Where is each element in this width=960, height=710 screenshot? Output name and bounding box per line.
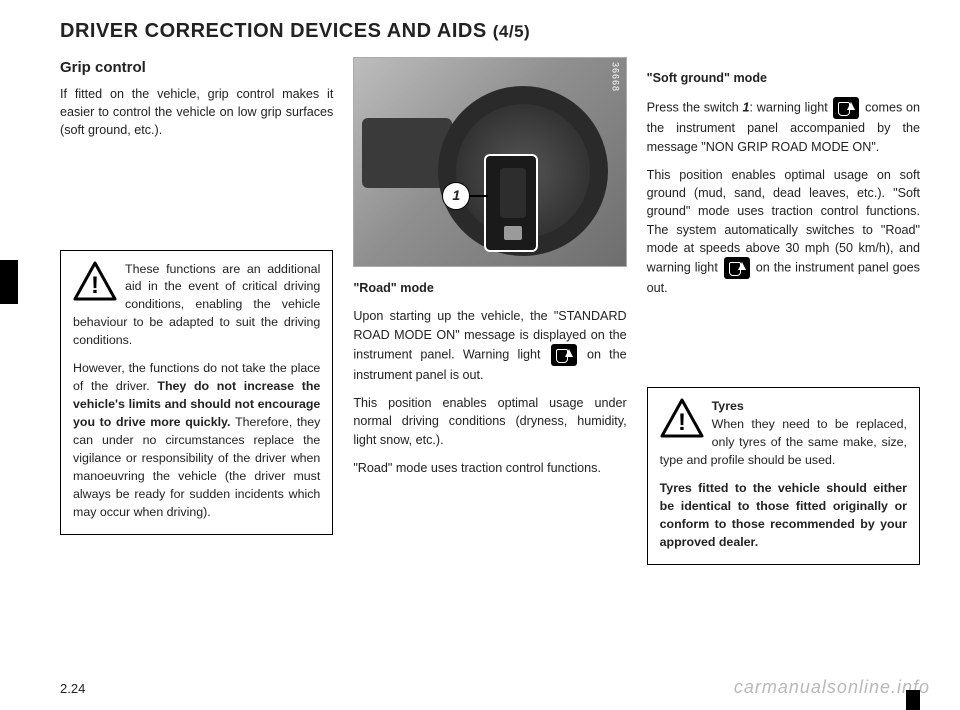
grip-warning-light-icon bbox=[833, 97, 859, 119]
road-mode-p3: "Road" mode uses traction control functi… bbox=[353, 459, 626, 477]
section-tab bbox=[0, 260, 18, 304]
soft-p1b: : warning light bbox=[750, 101, 832, 115]
road-mode-p1: Upon starting up the vehicle, the "STAND… bbox=[353, 307, 626, 384]
grip-warning-light-icon bbox=[724, 257, 750, 279]
page-number: 2.24 bbox=[60, 681, 85, 696]
col-middle: 36668 1 "Road" mode Upon starting up the… bbox=[353, 57, 626, 565]
manual-page: DRIVER CORRECTION DEVICES AND AIDS (4/5)… bbox=[0, 0, 960, 710]
col-right: "Soft ground" mode Press the switch 1: w… bbox=[647, 57, 920, 565]
grip-control-heading: Grip control bbox=[60, 57, 333, 79]
warning-box-tyres: ! Tyres When they need to be replaced, o… bbox=[647, 387, 920, 565]
tyres-heading: Tyres bbox=[712, 399, 744, 413]
warn-p2c: Therefore, they can under no circumstanc… bbox=[73, 415, 320, 519]
title-main: DRIVER CORRECTION DEVICES AND AIDS bbox=[60, 20, 493, 42]
warning-triangle-icon: ! bbox=[73, 261, 117, 301]
svg-text:!: ! bbox=[678, 409, 686, 436]
grip-control-intro: If fitted on the vehicle, grip control m… bbox=[60, 85, 333, 140]
watermark: carmanualsonline.info bbox=[734, 677, 930, 698]
grip-warning-light-icon bbox=[551, 344, 577, 366]
callout-leader-line bbox=[468, 195, 488, 197]
grip-switch-inset bbox=[484, 154, 538, 252]
warning-triangle-icon: ! bbox=[660, 398, 704, 438]
col-left: Grip control If fitted on the vehicle, g… bbox=[60, 57, 333, 565]
svg-text:!: ! bbox=[91, 272, 99, 299]
columns: Grip control If fitted on the vehicle, g… bbox=[60, 57, 920, 565]
tyres-p2: Tyres fitted to the vehicle should eithe… bbox=[660, 480, 907, 552]
soft-mode-p2: This position enables optimal usage on s… bbox=[647, 166, 920, 298]
grip-switch-icon bbox=[504, 226, 522, 240]
footer-mark bbox=[906, 690, 920, 710]
road-mode-p2: This position enables optimal usage unde… bbox=[353, 394, 626, 449]
page-title: DRIVER CORRECTION DEVICES AND AIDS (4/5) bbox=[60, 20, 920, 43]
dashboard-photo: 36668 1 bbox=[353, 57, 626, 267]
warn-functions-p2: However, the functions do not take the p… bbox=[73, 360, 320, 522]
road-mode-heading: "Road" mode bbox=[353, 279, 626, 297]
soft-mode-heading: "Soft ground" mode bbox=[647, 69, 920, 87]
soft-p2a: This position enables optimal usage on s… bbox=[647, 168, 920, 275]
title-page-count: (4/5) bbox=[493, 22, 530, 41]
soft-p1a: Press the switch bbox=[647, 101, 743, 115]
warning-box-functions: ! These functions are an additional aid … bbox=[60, 250, 333, 536]
soft-p1-ref: 1 bbox=[743, 101, 750, 115]
soft-mode-p1: Press the switch 1: warning light comes … bbox=[647, 97, 920, 156]
image-number: 36668 bbox=[609, 62, 622, 92]
